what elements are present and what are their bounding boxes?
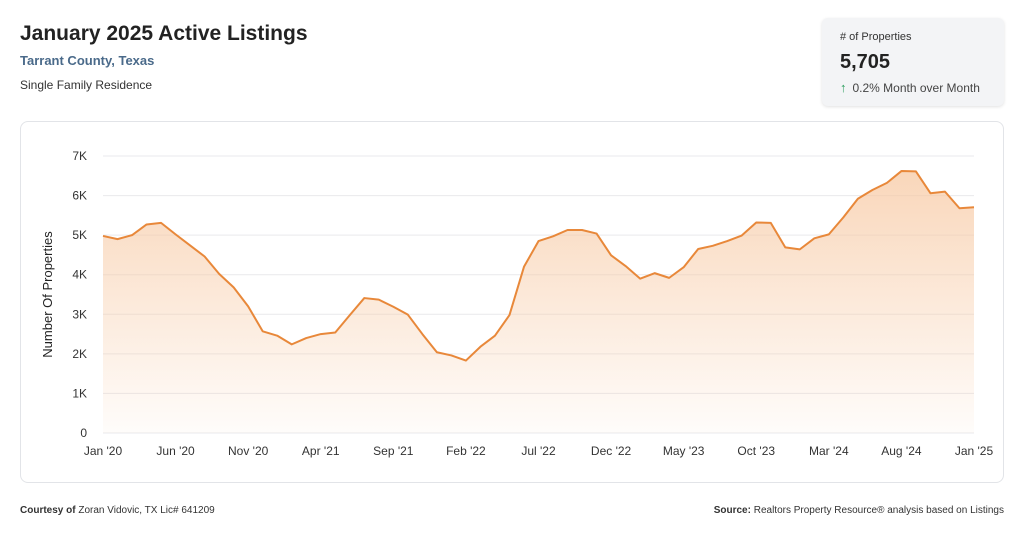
- y-tick-label: 5K: [72, 228, 87, 242]
- stat-label: # of Properties: [840, 31, 912, 43]
- stat-value: 5,705: [840, 51, 891, 73]
- page-title: January 2025 Active Listings: [20, 22, 308, 45]
- x-tick-label: Mar '24: [809, 444, 849, 458]
- x-tick-label: Jan '20: [84, 444, 123, 458]
- x-tick-label: Jun '20: [156, 444, 195, 458]
- x-tick-label: May '23: [663, 444, 705, 458]
- arrow-up-icon: ↑: [840, 80, 847, 95]
- listings-area-chart: 0 1K 2K 3K 4K 5K 6K 7K Jan '20 Jun '20 Nov '20 Apr …: [40, 149, 994, 458]
- courtesy-text: Zoran Vidovic, TX Lic# 641209: [78, 505, 215, 516]
- y-tick-label: 1K: [72, 386, 87, 400]
- chart-card: 0 1K 2K 3K 4K 5K 6K 7K Jan '20 Jun '20 Nov '20 Apr …: [20, 121, 1004, 483]
- y-tick-label: 0: [80, 426, 87, 440]
- x-tick-label: Aug '24: [881, 444, 922, 458]
- stat-change-text: 0.2% Month over Month: [852, 80, 980, 95]
- series-line: [102, 170, 975, 362]
- y-axis-title: Number Of Properties: [40, 231, 55, 358]
- y-tick-label: 6K: [72, 189, 87, 203]
- y-tick-label: 4K: [72, 268, 87, 282]
- x-tick-label: Sep '21: [373, 444, 414, 458]
- x-tick-label: Oct '23: [737, 444, 775, 458]
- y-tick-label: 7K: [72, 149, 87, 163]
- properties-stat-card: # of Properties 5,705 ↑ 0.2% Month over …: [822, 18, 1004, 106]
- y-tick-label: 3K: [72, 307, 87, 321]
- property-type-label: Single Family Residence: [20, 78, 153, 92]
- x-tick-label: Apr '21: [302, 444, 340, 458]
- series-area: [103, 171, 974, 433]
- location-subtitle: Tarrant County, Texas: [20, 53, 155, 68]
- courtesy-label: Courtesy of: [20, 505, 76, 516]
- x-tick-label: Jan '25: [955, 444, 994, 458]
- source-label: Source:: [713, 505, 751, 516]
- x-tick-label: Dec '22: [591, 444, 632, 458]
- x-tick-label: Feb '22: [446, 444, 486, 458]
- source-text: Realtors Property Resource® analysis bas…: [753, 505, 1004, 516]
- x-tick-label: Nov '20: [228, 444, 269, 458]
- source-footer: Source: Realtors Property Resource® anal…: [714, 505, 1004, 516]
- stat-change: ↑ 0.2% Month over Month: [840, 80, 980, 95]
- x-tick-label: Jul '22: [521, 444, 556, 458]
- y-tick-label: 2K: [72, 347, 87, 361]
- courtesy-footer: Courtesy of Zoran Vidovic, TX Lic# 64120…: [20, 505, 215, 516]
